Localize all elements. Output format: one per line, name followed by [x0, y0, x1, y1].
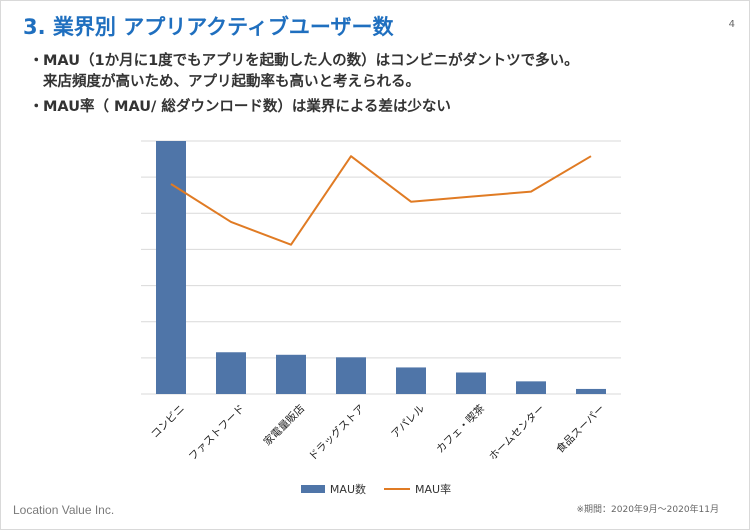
x-tick-label: コンビニ: [149, 403, 187, 441]
bar-mau: [576, 388, 606, 394]
bullet-marker: ・: [29, 99, 44, 115]
bullet-text: MAU率（ MAU/ 総ダウンロード数）は業界による差は少ない: [43, 99, 451, 115]
period-note: ※期間：2020年9月〜2020年11月: [576, 505, 719, 515]
legend-swatch-line: [384, 488, 410, 490]
x-tick-label: カフェ・喫茶: [433, 402, 487, 456]
bullet-list: ・ MAU（1か月に1度でもアプリを起動した人の数）はコンビニがダントツで多い。…: [29, 51, 729, 122]
x-tick-label: ホームセンター: [487, 403, 547, 463]
legend-item-bar: MAU数: [300, 481, 366, 497]
x-tick-label: 食品スーパー: [553, 402, 607, 456]
x-tick-label: ドラッグストア: [306, 402, 367, 463]
bar-mau: [156, 141, 186, 394]
line-mau-rate: [170, 155, 592, 246]
bar-mau: [396, 367, 426, 394]
slide-title: 3. 業界別 アプリアクティブユーザー数: [23, 15, 394, 39]
bullet-item: ・ MAU率（ MAU/ 総ダウンロード数）は業界による差は少ない: [29, 97, 729, 118]
bar-mau: [216, 352, 246, 394]
chart-legend: MAU数 MAU率: [1, 481, 750, 497]
x-tick-label: ファストフード: [187, 403, 247, 463]
legend-swatch-bar: [300, 485, 325, 493]
bullet-marker: ・: [29, 53, 44, 69]
bullet-text: MAU（1か月に1度でもアプリを起動した人の数）はコンビニがダントツで多い。 来…: [43, 53, 579, 90]
bar-mau: [456, 372, 486, 394]
x-tick-label: アパレル: [389, 403, 427, 441]
legend-label-bar: MAU数: [329, 483, 366, 496]
bar-mau: [336, 357, 366, 394]
company-name: Location Value Inc.: [13, 503, 115, 517]
x-tick-label: 家電量販店: [261, 402, 307, 448]
legend-label-line: MAU率: [415, 483, 452, 496]
bar-mau: [516, 381, 546, 394]
legend-item-line: MAU率: [384, 481, 451, 497]
page-number: 4: [728, 19, 735, 30]
bullet-item: ・ MAU（1か月に1度でもアプリを起動した人の数）はコンビニがダントツで多い。…: [29, 51, 729, 93]
bar-mau: [276, 354, 306, 394]
